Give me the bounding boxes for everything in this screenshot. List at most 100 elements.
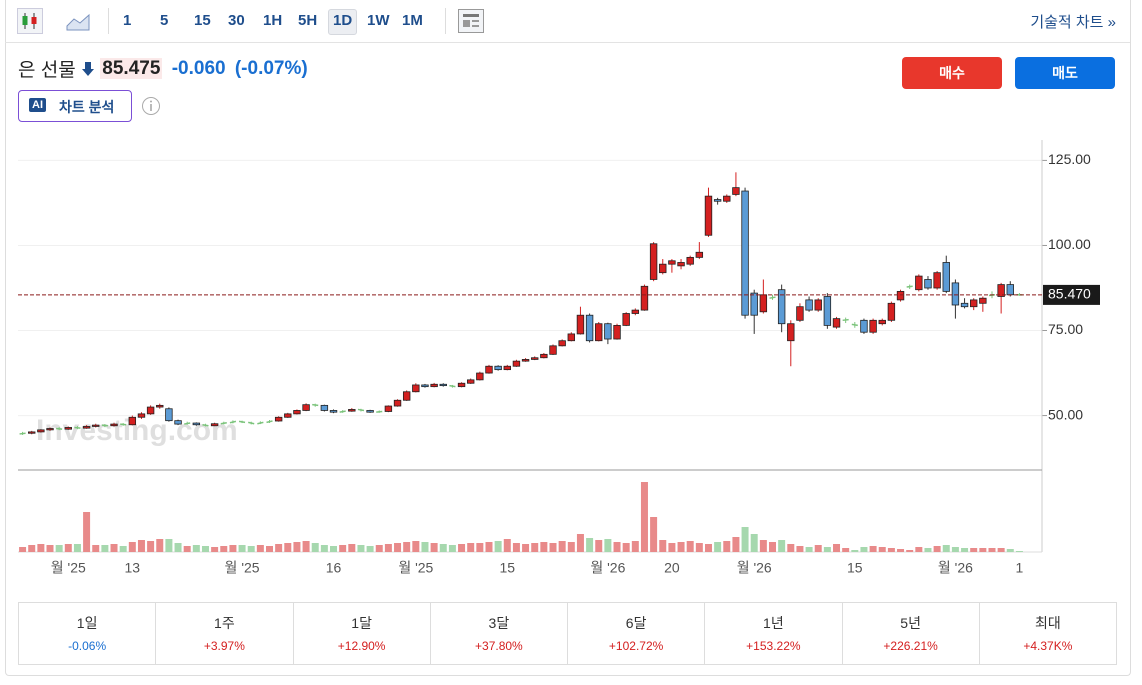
interval-button[interactable]: 15 xyxy=(194,12,211,29)
candle-body xyxy=(997,284,1005,297)
candle-body xyxy=(777,289,786,325)
volume-bar xyxy=(448,545,456,552)
volume-bar xyxy=(677,542,685,552)
candle-body xyxy=(732,187,740,195)
volume-bar xyxy=(567,542,575,552)
candle-body xyxy=(357,408,365,412)
candle-body xyxy=(466,379,475,384)
candle-body xyxy=(869,319,877,333)
candle-body xyxy=(659,263,667,274)
news-icon[interactable] xyxy=(458,9,484,33)
volume-bar xyxy=(613,542,621,552)
candle-body xyxy=(366,410,374,413)
interval-button[interactable]: 5 xyxy=(160,12,169,29)
candle-body xyxy=(120,423,127,426)
interval-button[interactable]: 1W xyxy=(367,12,390,29)
volume-bar xyxy=(266,546,273,552)
candle-icon[interactable] xyxy=(17,8,43,34)
area-icon[interactable] xyxy=(65,10,91,32)
volume-bar xyxy=(869,546,877,552)
volume-bar xyxy=(604,539,612,552)
volume-bar xyxy=(439,544,447,552)
down-arrow xyxy=(82,61,95,76)
volume-bar xyxy=(37,544,45,552)
candle-body xyxy=(540,353,548,359)
candle-body xyxy=(439,383,447,387)
candle-body xyxy=(137,413,146,418)
interval-button[interactable]: 30 xyxy=(228,12,245,29)
candle-body xyxy=(979,297,987,304)
volume-bar xyxy=(211,547,219,552)
volume-bar xyxy=(860,547,868,552)
candle-body xyxy=(92,424,100,427)
x-tick-label: 월 '25 xyxy=(225,560,260,576)
interval-button[interactable]: 1M xyxy=(402,12,423,29)
info-icon[interactable] xyxy=(141,96,161,116)
volume-bar xyxy=(156,539,164,552)
sell-button[interactable]: 매도 xyxy=(1015,57,1115,89)
candle-body xyxy=(915,275,923,291)
candle-body xyxy=(165,408,173,422)
ai-chart-analysis[interactable]: AI 차트 분석 xyxy=(18,90,132,122)
interval-button[interactable]: 5H xyxy=(298,12,318,29)
candle-body xyxy=(302,404,310,411)
candle-body xyxy=(649,243,658,280)
period-label: 최대 xyxy=(1034,615,1061,631)
x-tick-label: 월 '25 xyxy=(398,560,433,576)
candle-body xyxy=(960,302,969,308)
ai-label: 차트 분석 xyxy=(59,99,115,115)
last-price-label: 85.470 xyxy=(1048,286,1091,302)
period-change: +12.90% xyxy=(337,639,386,653)
volume-bar xyxy=(302,541,310,552)
candle-body xyxy=(28,431,36,434)
volume-bar xyxy=(512,543,520,552)
volume-bar xyxy=(942,545,950,552)
volume-bar xyxy=(823,547,831,552)
volume-bar xyxy=(1006,549,1014,552)
volume-bar xyxy=(174,543,182,552)
candle-body xyxy=(512,360,521,367)
volume-bar xyxy=(576,534,584,552)
volume-bar xyxy=(650,517,658,552)
candle-body xyxy=(274,416,283,422)
volume-bar xyxy=(394,543,402,552)
volume-bar xyxy=(503,539,511,552)
interval-button[interactable]: 1 xyxy=(123,12,132,29)
interval-button[interactable]: 1H xyxy=(263,12,283,29)
candle-body xyxy=(82,426,91,429)
candle-body xyxy=(174,420,182,425)
performance-cell: 최대 +4.37K% xyxy=(980,603,1116,664)
x-tick-label: 월 '26 xyxy=(938,560,973,576)
candle-body xyxy=(384,405,393,412)
candle-body xyxy=(19,432,26,435)
candle-body xyxy=(46,428,54,431)
volume-bar xyxy=(787,544,795,552)
candle-body xyxy=(531,357,539,360)
volume-bar xyxy=(951,547,959,552)
volume-bar xyxy=(467,543,475,552)
volume-bar xyxy=(119,546,127,552)
volume-bar xyxy=(704,544,712,552)
candle-body xyxy=(668,260,676,265)
candle-body xyxy=(686,256,694,265)
technical-chart-link[interactable]: 기술적 차트 » xyxy=(1030,14,1116,31)
period-label: 1달 xyxy=(351,615,372,631)
volume-bar xyxy=(732,537,740,552)
candle-body xyxy=(293,410,301,415)
buy-button[interactable]: 매수 xyxy=(902,57,1002,89)
candle-body xyxy=(238,420,246,424)
volume-bar xyxy=(92,545,100,552)
candle-body xyxy=(494,365,502,371)
candle-body xyxy=(549,345,557,355)
volume-bar xyxy=(458,544,466,552)
performance-cell: 1달 +12.90% xyxy=(294,603,431,664)
last-price-box xyxy=(1043,284,1100,305)
candle-body xyxy=(74,426,81,429)
volume-bar xyxy=(375,545,383,552)
volume-bar xyxy=(970,548,978,552)
interval-button[interactable]: 1D xyxy=(328,9,358,35)
volume-bar xyxy=(101,545,109,552)
candle-body xyxy=(1006,284,1014,296)
volume-bar xyxy=(906,550,914,552)
candle-body xyxy=(521,359,530,362)
